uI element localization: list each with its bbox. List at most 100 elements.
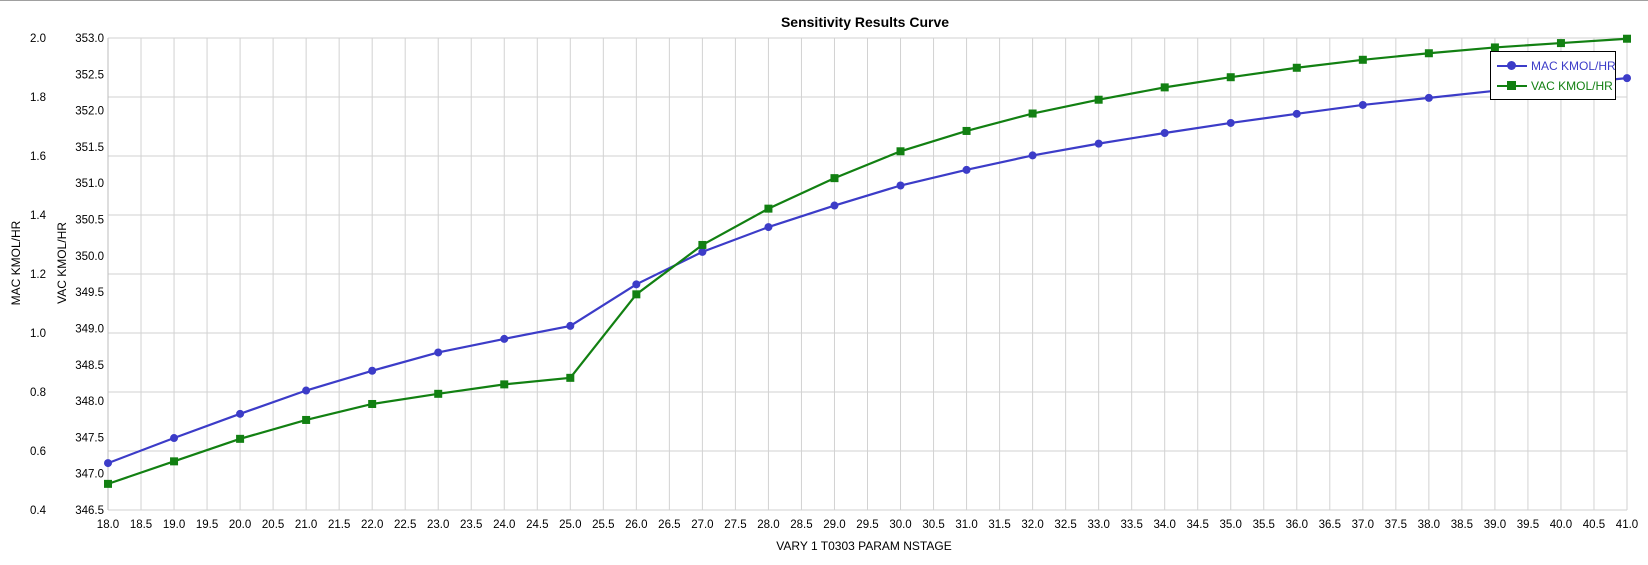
x-tick-label: 28.0: [757, 519, 779, 531]
x-tick-label: 24.0: [493, 519, 515, 531]
x-tick-label: 20.5: [262, 519, 284, 531]
x-tick-label: 25.5: [592, 519, 614, 531]
data-point: [632, 280, 641, 289]
data-point: [1556, 39, 1565, 48]
data-point: [236, 434, 245, 443]
series-layer: [104, 34, 1631, 488]
x-tick-label: 25.0: [559, 519, 581, 531]
y1-tick-label: 1.4: [30, 210, 47, 222]
data-point: [962, 165, 971, 174]
series-mac: [104, 74, 1631, 468]
data-point: [104, 459, 112, 468]
x-tick-label: 38.5: [1451, 519, 1473, 531]
data-point: [368, 399, 377, 408]
x-tick-label: 39.0: [1484, 519, 1506, 531]
x-tick-label: 21.5: [328, 519, 350, 531]
y2-tick-label: 347.5: [75, 432, 104, 444]
data-point: [896, 181, 905, 190]
data-point: [830, 201, 839, 210]
x-tick-label: 34.0: [1154, 519, 1176, 531]
x-tick-label: 23.5: [460, 519, 482, 531]
data-point: [368, 366, 377, 375]
y1-tick-label: 1.2: [30, 269, 46, 281]
x-tick-label: 34.5: [1187, 519, 1209, 531]
y2-tick-label: 349.0: [75, 323, 104, 335]
data-point: [962, 126, 971, 135]
x-tick-label: 41.0: [1616, 519, 1638, 531]
x-tick-label: 36.5: [1319, 519, 1341, 531]
data-point: [1424, 49, 1433, 58]
x-tick-label: 26.0: [625, 519, 647, 531]
data-point: [1160, 128, 1169, 137]
data-point: [1623, 74, 1631, 83]
data-point: [566, 373, 575, 382]
data-point: [170, 457, 179, 466]
legend-label-vac: VAC KMOL/HR: [1531, 79, 1613, 93]
data-point: [698, 247, 707, 256]
data-point: [500, 334, 509, 343]
data-point: [764, 204, 773, 213]
x-tick-label: 38.0: [1418, 519, 1440, 531]
y2-tick-label: 352.0: [75, 106, 104, 118]
data-point: [434, 348, 443, 357]
y1-tick-label: 1.8: [30, 92, 46, 104]
y2-tick-label: 350.5: [75, 215, 104, 227]
x-tick-label: 40.0: [1550, 519, 1572, 531]
y1-tick-label: 0.8: [30, 387, 46, 399]
data-point: [104, 479, 112, 488]
y2-tick-label: 348.0: [75, 396, 104, 408]
x-tick-label: 31.0: [955, 519, 977, 531]
data-point: [1424, 93, 1433, 102]
y1-tick-label: 0.6: [30, 446, 46, 458]
data-point: [1094, 95, 1103, 104]
legend-entry-vac: VAC KMOL/HR: [1497, 77, 1613, 95]
x-tick-label: 35.0: [1220, 519, 1242, 531]
data-point: [698, 240, 707, 249]
y2-tick-label: 346.5: [75, 505, 104, 517]
x-tick-label: 29.5: [856, 519, 878, 531]
data-point: [764, 223, 773, 232]
y2-tick-label: 350.0: [75, 251, 104, 263]
x-tick-label: 18.0: [97, 519, 119, 531]
x-tick-label: 18.5: [130, 519, 152, 531]
x-tick-label: 33.0: [1087, 519, 1109, 531]
x-tick-label: 40.5: [1583, 519, 1605, 531]
y1-tick-label: 0.4: [30, 505, 47, 517]
x-tick-label: 29.0: [823, 519, 845, 531]
x-tick-label: 19.5: [196, 519, 218, 531]
x-tick-label: 33.5: [1120, 519, 1142, 531]
data-point: [302, 386, 311, 395]
data-point: [566, 321, 575, 330]
x-tick-label: 22.5: [394, 519, 416, 531]
x-tick-label: 23.0: [427, 519, 449, 531]
data-point: [1226, 118, 1235, 127]
x-tick-label: 35.5: [1253, 519, 1275, 531]
x-tick-label: 37.5: [1385, 519, 1407, 531]
x-tick-label: 30.0: [889, 519, 911, 531]
legend-circle-marker-icon: [1497, 57, 1527, 75]
x-tick-label: 22.0: [361, 519, 383, 531]
series-line: [107, 37, 1628, 485]
x-tick-label: 26.5: [658, 519, 680, 531]
data-point: [500, 380, 509, 389]
legend: MAC KMOL/HR VAC KMOL/HR: [1490, 51, 1616, 100]
y2-tick-label: 349.5: [75, 287, 104, 299]
data-point: [896, 147, 905, 156]
x-tick-label: 20.0: [229, 519, 251, 531]
x-tick-label: 32.0: [1021, 519, 1043, 531]
y-axis-title-mac: MAC KMOL/HR: [9, 220, 23, 305]
x-tick-label: 19.0: [163, 519, 185, 531]
left-axis-vac-ticks: 346.5 347.0 347.5 348.0 348.5 349.0 349.5 350.0…: [75, 33, 104, 517]
y2-tick-label: 352.5: [75, 69, 104, 81]
data-point: [1094, 139, 1103, 148]
data-point: [1490, 43, 1499, 52]
x-tick-label: 21.0: [295, 519, 317, 531]
data-point: [236, 409, 245, 418]
data-point: [1623, 34, 1631, 43]
y2-tick-label: 351.5: [75, 142, 104, 154]
data-point: [1358, 100, 1367, 109]
x-tick-label: 39.5: [1517, 519, 1539, 531]
data-point: [830, 174, 839, 183]
y2-tick-label: 348.5: [75, 360, 104, 372]
